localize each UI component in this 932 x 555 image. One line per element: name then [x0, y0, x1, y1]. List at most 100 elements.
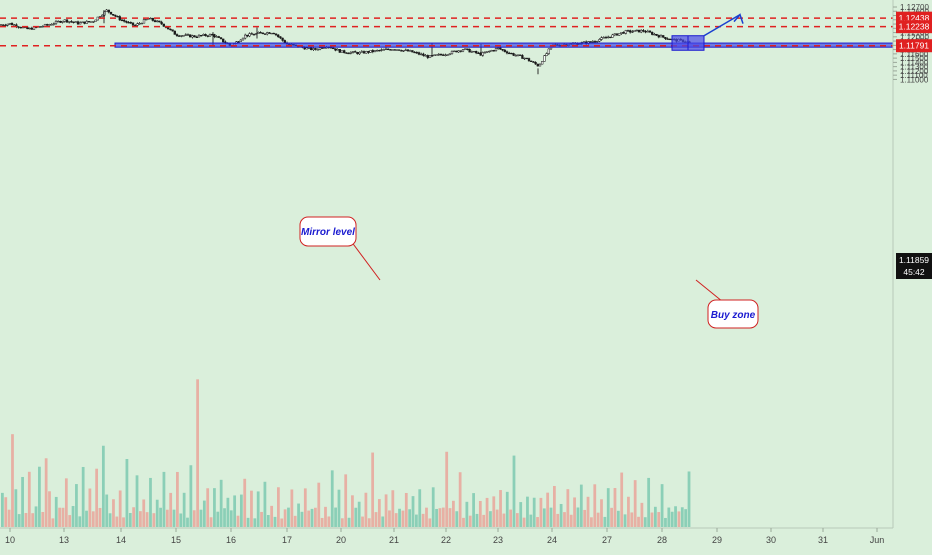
candle-body-up	[380, 49, 383, 51]
candle	[151, 17, 154, 22]
candle-body-down	[118, 16, 121, 21]
price-tick-label: 1.11200	[900, 67, 929, 76]
candle	[653, 32, 656, 36]
volume-bar	[600, 499, 603, 527]
volume-bar	[179, 513, 183, 527]
candle	[428, 54, 432, 58]
candle	[426, 54, 429, 60]
candle	[28, 27, 31, 30]
candle-body-up	[464, 48, 467, 50]
candle	[105, 9, 108, 13]
candle-body-up	[142, 19, 146, 24]
price-tag-mid-text: 1.12238	[899, 22, 930, 32]
candle-body-down	[123, 19, 126, 22]
candle-body-up	[591, 41, 594, 43]
candle-body-down	[206, 35, 209, 37]
candle	[393, 49, 396, 51]
candle	[92, 21, 95, 23]
volume-bar	[239, 494, 243, 527]
candle-body-up	[402, 50, 405, 52]
candle-body-up	[490, 50, 493, 52]
candle-body-up	[13, 24, 16, 26]
volume-bar	[529, 514, 533, 527]
price-tag-last-text: 1.11859	[899, 255, 929, 265]
candle-body-down	[466, 48, 469, 50]
candle	[270, 32, 273, 35]
candle	[17, 26, 20, 29]
candle-body-up	[450, 50, 454, 55]
candle	[8, 22, 11, 25]
candle-body-down	[655, 33, 658, 36]
candle-body-down	[87, 21, 91, 23]
candle	[516, 54, 520, 57]
candle-body-down	[268, 32, 271, 34]
candle	[534, 61, 537, 65]
candle-body-up	[98, 16, 102, 18]
candle	[129, 21, 132, 25]
candle	[215, 35, 218, 38]
volume-bar	[421, 513, 425, 527]
volume-bar	[398, 508, 401, 527]
candle	[490, 49, 493, 52]
candle	[545, 52, 548, 57]
candle-body-down	[662, 35, 665, 38]
candle-body-up	[136, 23, 139, 26]
candle	[459, 50, 462, 53]
candle-body-up	[373, 50, 377, 53]
candle	[659, 34, 663, 38]
candle	[237, 40, 240, 43]
price-tick-label: 1.11100	[900, 71, 928, 80]
volume-bar	[155, 499, 159, 527]
candle	[6, 23, 9, 27]
candle	[532, 60, 535, 63]
candle	[250, 32, 253, 35]
candle-body-up	[349, 52, 352, 54]
candle-body-up	[257, 32, 260, 34]
candle-body-down	[321, 47, 324, 49]
candle-body-up	[444, 54, 447, 56]
candle	[244, 33, 247, 40]
volume-bar	[334, 507, 337, 527]
volume-bar	[623, 514, 627, 527]
volume-bar	[27, 471, 31, 527]
candle	[63, 19, 66, 23]
candle	[343, 49, 346, 54]
volume-bar	[441, 507, 445, 527]
candle-body-down	[413, 51, 416, 54]
candle	[72, 21, 75, 24]
candle	[464, 48, 467, 50]
volume-bar	[216, 511, 220, 527]
volume-bar	[590, 517, 593, 527]
volume-bar	[351, 495, 354, 527]
volume-bar	[34, 506, 38, 527]
candle-body-down	[664, 36, 667, 39]
candles-layer	[0, 9, 691, 75]
volume-bar	[280, 518, 284, 527]
candle-body-down	[356, 52, 359, 55]
volume-bar	[542, 508, 546, 527]
volume-bar	[670, 511, 674, 527]
candle	[125, 20, 128, 24]
volume-bar	[475, 513, 479, 527]
candle-body-up	[81, 21, 84, 23]
volume-bar	[61, 507, 65, 527]
candle-body-down	[134, 24, 137, 27]
candle-body-down	[65, 19, 69, 23]
volume-bar	[310, 508, 314, 527]
candle-body-down	[17, 26, 20, 28]
candle-body-down	[422, 53, 425, 56]
volume-bar	[145, 512, 149, 527]
candle-body-down	[367, 51, 370, 53]
candle	[252, 33, 256, 36]
candle	[79, 21, 82, 25]
candle-body-down	[252, 34, 256, 36]
volume-bar	[159, 507, 162, 527]
candle	[470, 50, 473, 53]
volume-bar	[290, 489, 294, 527]
candle	[448, 53, 451, 56]
projection-arrowhead	[733, 13, 744, 24]
candle-body-down	[492, 50, 495, 52]
candle-body-down	[477, 52, 480, 54]
candle-body-up	[620, 32, 623, 34]
